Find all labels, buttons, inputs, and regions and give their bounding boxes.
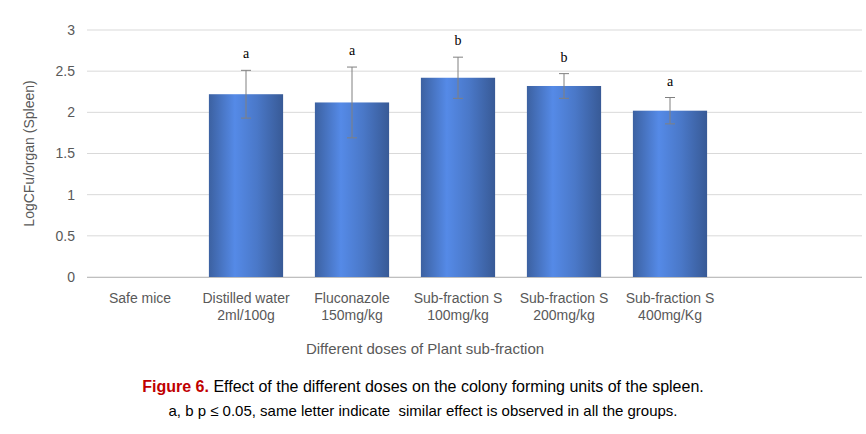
y-tick: 0 [67, 269, 87, 285]
y-axis: 0 0.5 1 1.5 2 2.5 3 [56, 22, 88, 285]
error-bar [665, 98, 675, 124]
error-bar-cap [347, 137, 357, 138]
bar [209, 94, 283, 277]
x-tick: Sub-fraction S100mg/kg [414, 277, 503, 323]
caption-note: a, b p ≤ 0.05, same letter indicate simi… [168, 402, 677, 419]
x-tick-label: Sub-fraction S100mg/kg [414, 290, 503, 323]
x-tick: Sub-fraction S400mg/Kg [626, 277, 715, 323]
x-tick-label-line: Sub-fraction S [414, 290, 503, 306]
x-tick-label-line: 100mg/kg [427, 307, 488, 323]
error-bar-stem [564, 74, 565, 99]
error-bar-cap [241, 70, 251, 71]
y-axis-line [87, 31, 88, 278]
y-tick-label: 1 [67, 187, 75, 203]
x-tick-label-line: Distilled water [202, 290, 289, 306]
y-tick-label: 0 [67, 269, 75, 285]
grid-line [87, 30, 862, 31]
grid-line [87, 71, 862, 72]
error-bar [453, 57, 463, 98]
annotation: a [349, 43, 356, 58]
x-tick-label: Safe mice [109, 290, 171, 306]
annotation: b [561, 50, 568, 65]
grid [87, 30, 862, 277]
x-tick: Distilled water2ml/100g [202, 277, 289, 323]
error-bar-cap [665, 123, 675, 124]
error-bar-stem [670, 98, 671, 124]
x-tick-label-line: 200mg/kg [533, 307, 594, 323]
x-tick-label-line: 400mg/Kg [638, 307, 702, 323]
y-tick-label: 2 [67, 104, 75, 120]
bar [633, 111, 707, 277]
annotations: a a b b a [243, 33, 674, 88]
y-tick: 3 [67, 22, 87, 38]
error-bar-cap [665, 97, 675, 98]
caption: Figure 6. Effect of the different doses … [142, 378, 704, 395]
x-tick: Sub-fraction S200mg/kg [520, 277, 609, 323]
chart: 0 0.5 1 1.5 2 2.5 3 Safe mice Distilled water2ml… [0, 0, 866, 434]
error-bar [241, 70, 251, 118]
error-bar-stem [352, 67, 353, 138]
x-axis-title: Different doses of Plant sub-fraction [306, 340, 544, 357]
x-axis-line [87, 277, 862, 278]
y-tick-label: 0.5 [56, 228, 76, 244]
y-tick: 1 [67, 187, 87, 203]
x-tick-label-line: Sub-fraction S [520, 290, 609, 306]
bar [527, 86, 601, 277]
plot-area [209, 57, 707, 277]
y-tick: 2 [67, 104, 87, 120]
error-bar-cap [453, 98, 463, 99]
error-bar-cap [453, 57, 463, 58]
y-tick-label: 1.5 [56, 145, 76, 161]
y-tick-label: 3 [67, 22, 75, 38]
error-bar [559, 74, 569, 99]
y-tick: 2.5 [56, 63, 87, 79]
x-tick-label: Fluconazole150mg/kg [314, 290, 390, 323]
y-axis-title: LogCFu/organ (Spleen) [21, 80, 37, 226]
x-tick-label: Sub-fraction S400mg/Kg [626, 290, 715, 323]
annotation: a [667, 74, 674, 89]
y-tick-label: 2.5 [56, 63, 76, 79]
x-tick-label-line: Safe mice [109, 290, 171, 306]
x-tick-label-line: 2ml/100g [217, 307, 275, 323]
error-bar [347, 67, 357, 138]
x-tick: Fluconazole150mg/kg [314, 277, 390, 323]
error-bar-cap [559, 98, 569, 99]
x-tick-label: Distilled water2ml/100g [202, 290, 289, 323]
x-tick-label-line: Fluconazole [314, 290, 390, 306]
y-tick: 1.5 [56, 145, 87, 161]
error-bar-cap [347, 67, 357, 68]
x-axis: Safe mice Distilled water2ml/100g Fluconaz… [87, 277, 862, 323]
x-tick: Safe mice [109, 277, 171, 306]
error-bar-cap [559, 73, 569, 74]
caption-text: Effect of the different doses on the col… [213, 378, 703, 395]
y-tick: 0.5 [56, 228, 87, 244]
error-bar-stem [458, 57, 459, 98]
x-tick-label: Sub-fraction S200mg/kg [520, 290, 609, 323]
x-tick-label-line: 150mg/kg [321, 307, 382, 323]
annotation: a [243, 46, 250, 61]
caption-label: Figure 6. [142, 378, 209, 395]
error-bar-stem [246, 70, 247, 118]
bar [421, 78, 495, 277]
error-bar-cap [241, 118, 251, 119]
x-tick-label-line: Sub-fraction S [626, 290, 715, 306]
annotation: b [455, 33, 462, 48]
